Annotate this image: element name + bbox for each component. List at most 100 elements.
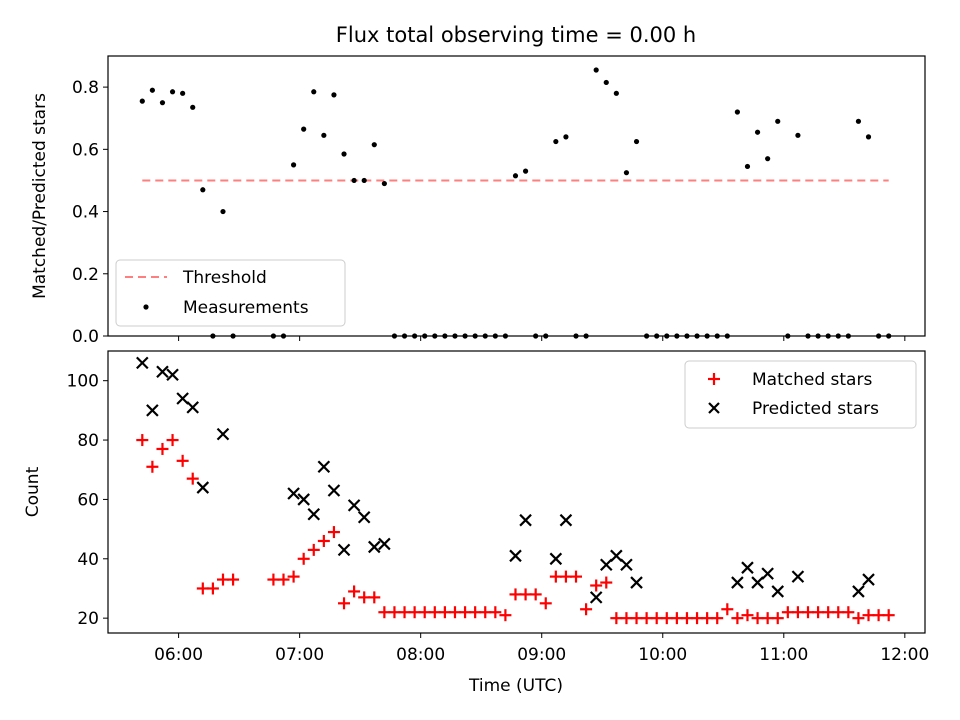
predicted-star-point [327, 484, 341, 497]
predicted-star-point [741, 561, 754, 574]
bottom-legend-box [684, 360, 917, 429]
matched-star-point [600, 576, 613, 589]
matched-star-point [761, 612, 774, 625]
matched-star-point [358, 591, 371, 604]
matched-star-point [801, 606, 814, 619]
matched-star-point [751, 612, 764, 625]
measurement-point [290, 162, 297, 168]
bottom-plot-area: 20 40 60 80 100 06:00 07:00 08:00 09:00 10:00 11:0… [67, 356, 929, 665]
top-legend: Threshold Measurements [115, 259, 346, 327]
matched-star-point [438, 606, 451, 619]
matched-star-point [267, 573, 280, 586]
matched-star-point [408, 606, 421, 619]
measurement-point [734, 109, 740, 115]
x-tick-label: 11:00 [759, 645, 808, 665]
matched-star-point [378, 606, 391, 619]
measurement-point [371, 142, 377, 148]
predicted-star-point [771, 585, 785, 598]
measurement-point [633, 138, 640, 145]
x-tick-label: 10:00 [638, 645, 687, 665]
measurement-point [190, 104, 196, 110]
matched-star-point [630, 612, 643, 625]
matched-star-point [146, 460, 159, 473]
measurement-point [553, 138, 559, 145]
x-tick-label: 12:00 [880, 645, 929, 665]
matched-star-point [277, 573, 290, 586]
matched-star-point [499, 609, 512, 622]
matched-star-point [287, 570, 300, 583]
predicted-star-point [357, 510, 371, 524]
predicted-star-point [862, 573, 875, 586]
top-axes-frame [107, 55, 926, 337]
top-y-axis-label: Matched/Predicted stars [30, 93, 50, 299]
legend-threshold-label: Threshold [182, 268, 267, 288]
matched-star-point [812, 606, 825, 619]
matched-star-point [691, 612, 704, 625]
matched-star-point [418, 606, 431, 619]
top-legend-box [115, 259, 346, 327]
matched-star-point [398, 606, 411, 619]
matched-star-point [731, 612, 744, 625]
top-plot-area: 0.0 0.2 0.4 0.6 0.8 [72, 67, 906, 347]
matched-star-point [570, 570, 583, 583]
legend-measurements-label: Measurements [183, 298, 309, 318]
predicted-star-point [751, 576, 764, 589]
measurement-point [331, 92, 337, 98]
matched-star-point [166, 434, 179, 447]
matched-star-point [509, 588, 522, 601]
x-tick-label: 06:00 [154, 645, 203, 665]
matched-star-point [680, 612, 693, 625]
predicted-star-point [852, 585, 865, 598]
measurement-point [744, 163, 751, 170]
legend-matched-swatch [708, 373, 720, 385]
matched-star-point [741, 609, 754, 622]
matched-star-point [469, 606, 482, 619]
measurement-point [220, 208, 226, 215]
measurement-point [512, 173, 519, 179]
matched-star-point [781, 606, 794, 619]
legend-predicted-label: Predicted stars [752, 399, 879, 419]
legend-matched-label: Matched stars [752, 370, 872, 390]
matched-star-point [136, 434, 149, 447]
matched-star-point [610, 612, 623, 625]
matched-star-point [832, 606, 845, 619]
measurement-point [593, 67, 599, 73]
predicted-star-point [791, 570, 805, 583]
measurement-point [855, 118, 862, 124]
predicted-star-point [297, 493, 310, 506]
matched-star-point [519, 588, 532, 601]
top-y-tick-label: 0.2 [72, 265, 99, 285]
predicted-star-point [620, 558, 633, 572]
measurement-point [361, 177, 367, 184]
measurement-point [311, 89, 317, 95]
matched-star-point [822, 606, 835, 619]
measurement-point [754, 129, 761, 135]
predicted-star-point [307, 507, 321, 521]
chart-title: Flux total observing time = 0.00 h [336, 23, 696, 47]
measurement-point [351, 177, 357, 184]
top-y-tick-label: 0.8 [72, 78, 99, 98]
matched-star-point [791, 606, 804, 619]
matched-star-point [670, 612, 683, 625]
matched-star-point [701, 612, 714, 625]
measurement-point [775, 118, 781, 124]
matched-star-point [368, 591, 381, 604]
matched-star-point [711, 612, 724, 625]
bottom-y-tick-label: 60 [77, 490, 99, 510]
measurement-point [139, 98, 145, 104]
predicted-star-point [136, 356, 149, 370]
predicted-star-point [599, 558, 613, 572]
measurement-point [149, 87, 155, 93]
matched-star-point [176, 454, 189, 467]
predicted-star-point [549, 552, 563, 566]
predicted-star-point [216, 427, 230, 441]
top-chart: Flux total observing time = 0.00 h 0.00.… [30, 23, 926, 347]
top-y-tick-label: 0.6 [72, 140, 99, 160]
measurement-point [865, 134, 872, 140]
matched-star-point [156, 442, 169, 455]
bottom-y-tick-label: 80 [77, 431, 99, 451]
measurement-point [613, 90, 619, 96]
measurement-point [623, 170, 630, 176]
matched-star-point [348, 585, 361, 598]
